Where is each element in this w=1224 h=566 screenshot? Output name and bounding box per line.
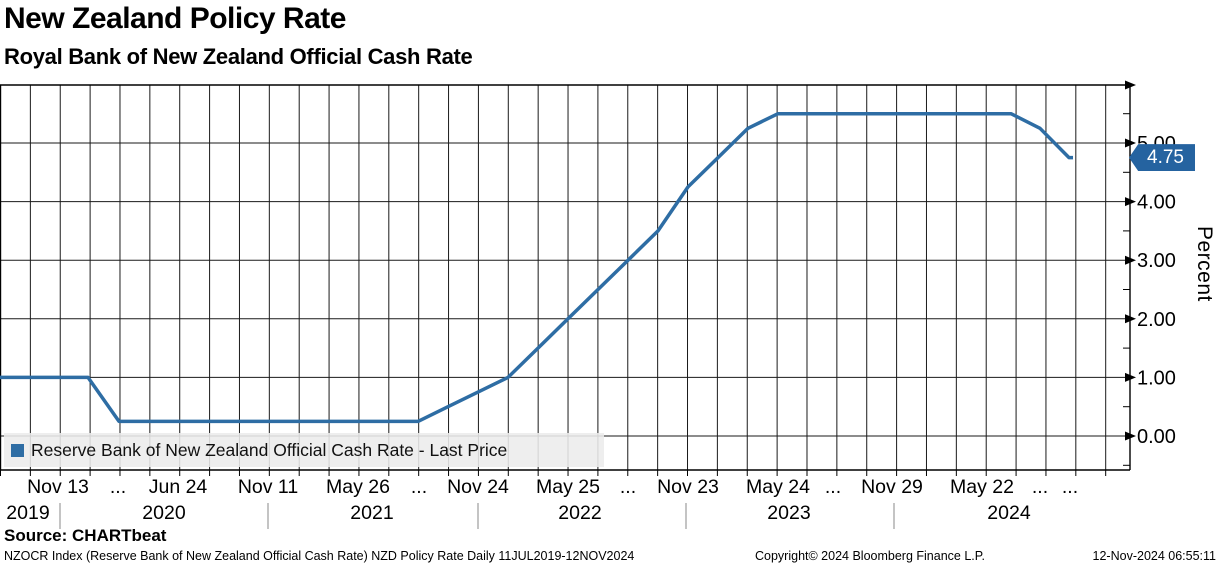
- y-tick-label: 2.00: [1137, 309, 1176, 331]
- x-tick-label: ...: [620, 476, 636, 498]
- y-tick-label: 4.00: [1137, 192, 1176, 214]
- x-tick-label: May 25: [536, 476, 600, 498]
- x-tick-label: Nov 11: [238, 476, 298, 498]
- y-axis-title: Percent: [1193, 226, 1216, 302]
- footer-copyright: Copyright© 2024 Bloomberg Finance L.P.: [755, 549, 985, 563]
- x-tick-label: Nov 13: [27, 476, 89, 498]
- policy-rate-line: [0, 111, 1073, 424]
- legend-label: Reserve Bank of New Zealand Official Cas…: [31, 439, 508, 460]
- x-year-label: 2020: [142, 502, 186, 524]
- x-year-label: 2024: [987, 502, 1031, 524]
- x-tick-label: Nov 23: [657, 476, 719, 498]
- x-tick-label: ...: [825, 476, 841, 498]
- chart-subtitle: Royal Bank of New Zealand Official Cash …: [4, 44, 473, 69]
- x-year-label: 2019: [6, 502, 49, 524]
- x-tick-label: ...: [411, 476, 427, 498]
- last-price-badge: 4.75: [1129, 144, 1195, 172]
- x-tick-label: ...: [110, 476, 126, 498]
- x-tick-label: May 26: [326, 476, 390, 498]
- x-year-label: 2022: [558, 502, 601, 524]
- footer-timestamp: 12-Nov-2024 06:55:11: [1092, 549, 1216, 563]
- y-tick-label: 0.00: [1137, 426, 1176, 448]
- legend[interactable]: Reserve Bank of New Zealand Official Cas…: [4, 433, 604, 467]
- x-tick-label: ...: [1062, 476, 1078, 498]
- x-year-label: 2021: [350, 502, 393, 524]
- x-tick-label: May 22: [950, 476, 1014, 498]
- source-note: Source: CHARTbeat: [4, 526, 167, 545]
- last-price-value: 4.75: [1147, 147, 1184, 169]
- x-tick-label: May 24: [746, 476, 810, 498]
- x-year-label: 2023: [767, 502, 810, 524]
- x-tick-label: Nov 29: [861, 476, 923, 498]
- y-tick-label: 3.00: [1137, 250, 1176, 272]
- series-marker-icon: [11, 443, 24, 457]
- x-tick-label: ...: [1032, 476, 1048, 498]
- x-tick-label: Nov 24: [447, 476, 509, 498]
- x-tick-label: Jun 24: [149, 476, 208, 498]
- y-tick-label: 1.00: [1137, 367, 1176, 389]
- footer-description: NZOCR Index (Reserve Bank of New Zealand…: [4, 549, 635, 563]
- chart-title: New Zealand Policy Rate: [4, 2, 346, 35]
